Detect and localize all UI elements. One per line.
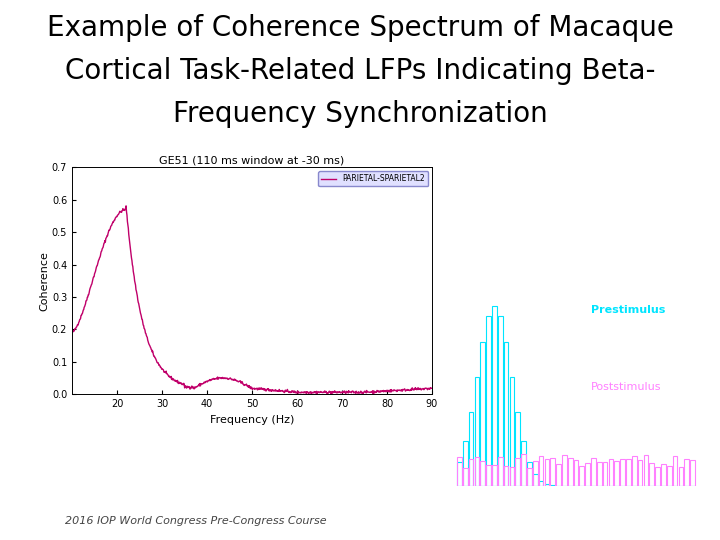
Bar — [486, 316, 491, 486]
Bar — [608, 459, 613, 486]
Bar — [603, 462, 608, 486]
Bar — [614, 461, 619, 486]
Bar — [516, 412, 520, 486]
Bar — [521, 441, 526, 486]
Bar — [672, 456, 678, 486]
Bar — [521, 454, 526, 486]
Text: 2016 IOP World Congress Pre-Congress Course: 2016 IOP World Congress Pre-Congress Cou… — [65, 516, 326, 526]
Title: GE51 (110 ms window at -30 ms): GE51 (110 ms window at -30 ms) — [159, 155, 345, 165]
Bar — [539, 456, 544, 486]
Bar — [504, 465, 508, 486]
Bar — [463, 441, 467, 486]
Bar — [667, 467, 672, 486]
Bar — [544, 459, 549, 486]
Bar — [678, 467, 683, 486]
Bar — [585, 463, 590, 486]
Y-axis label: Coherence: Coherence — [39, 251, 49, 310]
Text: Prestimulus: Prestimulus — [590, 305, 665, 315]
Bar — [492, 306, 497, 486]
Bar — [591, 458, 596, 486]
Bar — [574, 460, 578, 486]
Bar — [597, 462, 602, 486]
Bar — [685, 459, 689, 486]
Bar — [510, 377, 514, 486]
Bar — [469, 459, 474, 486]
Bar — [626, 460, 631, 486]
Bar — [516, 458, 520, 486]
Bar — [533, 474, 538, 486]
Bar — [474, 457, 480, 486]
Text: Frequency Synchronization: Frequency Synchronization — [173, 100, 547, 128]
Bar — [690, 460, 695, 486]
Bar — [498, 457, 503, 486]
Bar — [550, 485, 555, 486]
Bar — [504, 342, 508, 486]
Bar — [463, 468, 467, 486]
Bar — [661, 464, 666, 486]
Bar — [469, 412, 474, 486]
Bar — [580, 466, 584, 486]
Bar — [632, 456, 636, 486]
Bar — [480, 342, 485, 486]
Bar — [568, 458, 572, 486]
Bar — [621, 458, 625, 486]
Bar — [550, 457, 555, 486]
Bar — [527, 468, 531, 486]
Legend: PARIETAL-SPARIETAL2: PARIETAL-SPARIETAL2 — [318, 171, 428, 186]
Bar — [556, 464, 561, 486]
Bar — [539, 481, 544, 486]
Bar — [480, 461, 485, 486]
Bar — [649, 463, 654, 486]
Bar — [544, 484, 549, 486]
Bar — [474, 377, 480, 486]
Bar — [644, 455, 648, 486]
Bar — [527, 462, 531, 486]
Bar — [486, 465, 491, 486]
X-axis label: Frequency (Hz): Frequency (Hz) — [210, 415, 294, 424]
Bar — [562, 455, 567, 486]
Bar — [457, 462, 462, 486]
Text: Cortical Task-Related LFPs Indicating Beta-: Cortical Task-Related LFPs Indicating Be… — [65, 57, 655, 85]
Bar — [492, 465, 497, 486]
Bar — [638, 461, 642, 486]
Bar — [510, 467, 514, 486]
Bar — [498, 316, 503, 486]
Bar — [533, 461, 538, 486]
Text: Example of Coherence Spectrum of Macaque: Example of Coherence Spectrum of Macaque — [47, 14, 673, 42]
Bar — [457, 457, 462, 486]
Text: Poststimulus: Poststimulus — [590, 382, 661, 392]
Bar — [655, 467, 660, 486]
